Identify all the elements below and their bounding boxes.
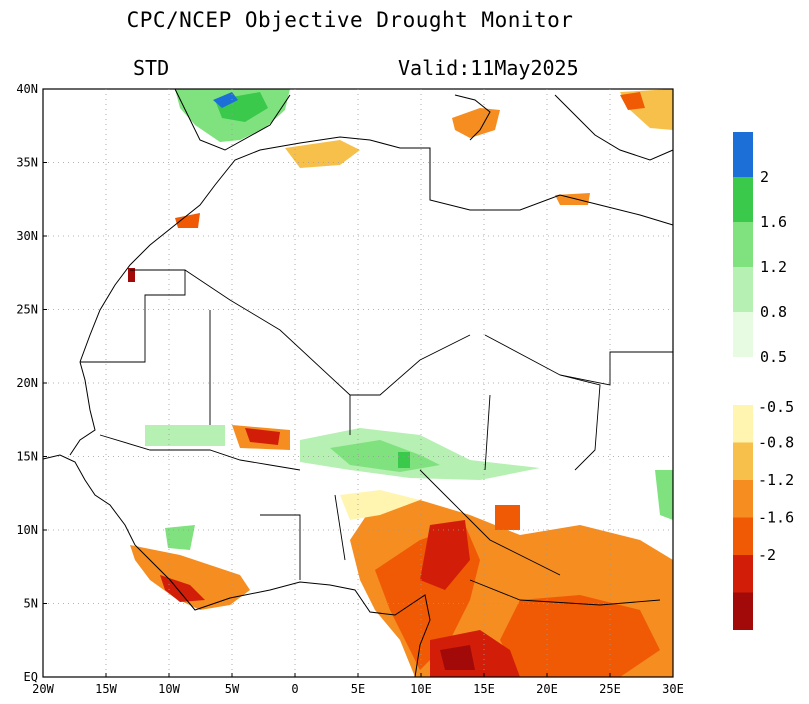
valid-date-label: Valid:11May2025 (398, 56, 579, 80)
dry-patch-west-coast (130, 545, 250, 610)
field-label: STD (133, 56, 170, 80)
y-axis-ticks: EQ 5N 10N 15N 20N 25N 30N 35N 40N (16, 82, 47, 684)
legend-swatch (733, 312, 753, 357)
dry-patch-cameroon (420, 520, 470, 590)
legend-label: -1.6 (758, 509, 794, 527)
legend-wet: 2 1.6 1.2 0.8 0.5 (733, 132, 787, 366)
x-tick-label: 15W (95, 682, 117, 696)
dry-patch-aegean-core (620, 92, 645, 110)
legend-label: -1.2 (758, 471, 794, 489)
y-tick-label: 35N (16, 156, 38, 170)
map-title: CPC/NCEP Objective Drought Monitor (126, 8, 574, 32)
x-tick-label: 0 (291, 682, 298, 696)
wet-patch-east (655, 470, 673, 520)
x-tick-label: 15E (473, 682, 495, 696)
coastlines (42, 88, 674, 678)
country-borders (80, 269, 673, 606)
dry-patch-morocco (175, 213, 200, 228)
legend-dry: -0.5 -0.8 -1.2 -1.6 -2 (733, 398, 794, 630)
legend-swatch (733, 267, 753, 312)
legend-label: 2 (760, 168, 769, 186)
x-tick-label: 25E (599, 682, 621, 696)
legend-swatch (733, 177, 753, 222)
x-tick-label: 10E (410, 682, 432, 696)
y-tick-label: 20N (16, 376, 38, 390)
wet-patch-guinea (165, 525, 195, 550)
dry-patch-mali-core (245, 428, 280, 445)
legend-label: 1.2 (760, 258, 787, 276)
dry-patch-algeria-coast (285, 140, 360, 168)
wet-patch-iberia-peak (213, 92, 238, 108)
y-tick-label: 15N (16, 450, 38, 464)
x-axis-ticks: 20W 15W 10W 5W 0 5E 10E 15E 20E 25E 30E (32, 673, 684, 696)
x-tick-label: 20W (32, 682, 54, 696)
dry-patch-congo (500, 595, 660, 677)
legend-label: 0.5 (760, 348, 787, 366)
dry-patch-congo-deep (440, 645, 475, 670)
y-tick-label: 5N (24, 597, 38, 611)
legend-swatch (733, 592, 753, 630)
legend-label: -2 (758, 546, 776, 564)
wet-band-sahel-core (330, 440, 440, 472)
x-tick-label: 30E (662, 682, 684, 696)
dry-patch-car (495, 505, 520, 530)
y-tick-label: 30N (16, 229, 38, 243)
dry-patch-central-yellow (340, 490, 420, 520)
y-tick-label: 40N (16, 82, 38, 96)
legend-swatch (733, 480, 753, 518)
y-tick-label: 10N (16, 523, 38, 537)
legend-label: 0.8 (760, 303, 787, 321)
x-tick-label: 10W (158, 682, 180, 696)
wet-band-sahel-east (300, 428, 540, 480)
wet-band-sahel (145, 425, 225, 446)
x-tick-label: 20E (536, 682, 558, 696)
x-tick-label: 5W (225, 682, 240, 696)
legend-swatch (733, 442, 753, 480)
y-tick-label: 25N (16, 303, 38, 317)
wet-band-sahel-peak (398, 452, 410, 468)
legend-label: -0.5 (758, 398, 794, 416)
legend-label: -0.8 (758, 434, 794, 452)
y-tick-label: EQ (24, 670, 38, 684)
legend-swatch (733, 555, 753, 593)
legend-swatch (733, 517, 753, 555)
legend-swatch (733, 405, 753, 443)
dry-patch-atlantic (128, 268, 135, 282)
legend-swatch (733, 132, 753, 177)
legend-label: 1.6 (760, 213, 787, 231)
x-tick-label: 5E (351, 682, 365, 696)
legend-swatch (733, 222, 753, 267)
